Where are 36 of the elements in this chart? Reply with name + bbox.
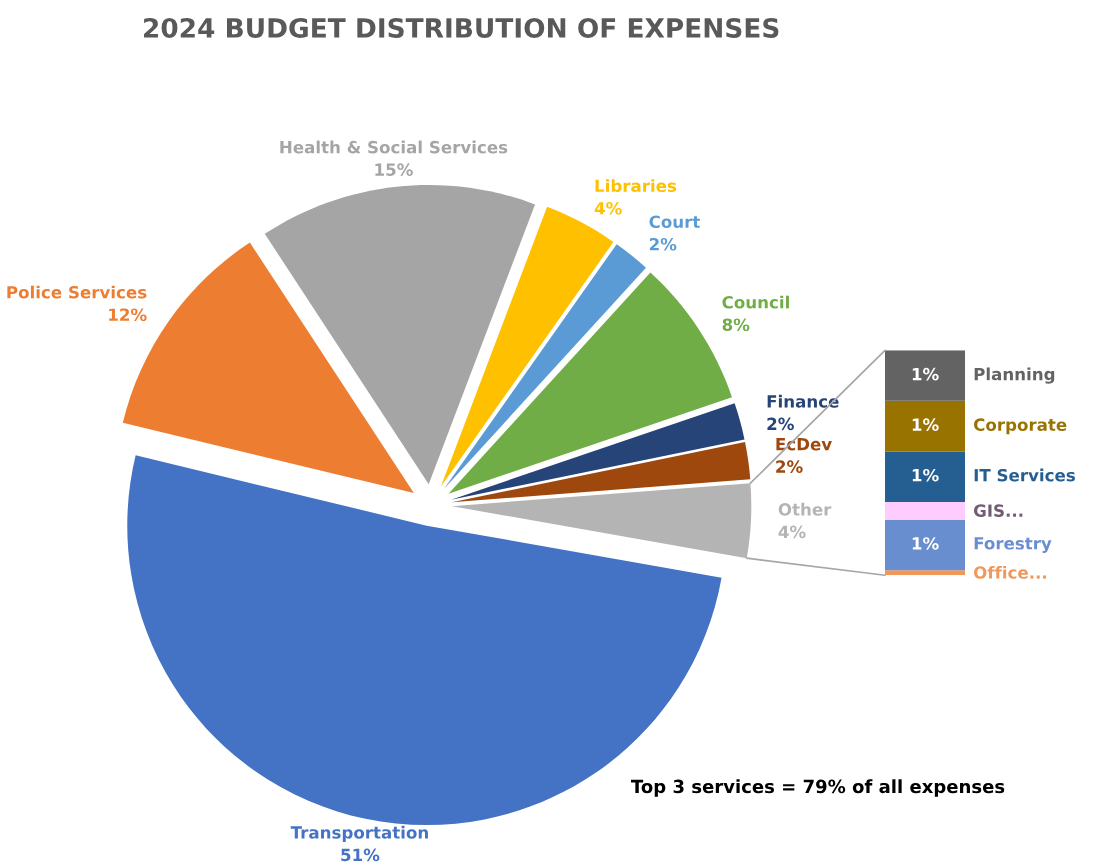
bar [884,400,966,452]
text: Top 3 services = 79% of all expenses [631,779,1005,797]
data-label: 1% [912,537,939,550]
data-label: 2% [767,417,794,431]
data-label: 1% [912,468,939,482]
data-label: 2% [649,237,677,251]
data-label: 4% [778,525,806,539]
bar [884,501,966,520]
series-label: Office... [973,565,1047,579]
slice-label: Health & Social Services [280,140,508,154]
data-label: 8% [722,318,750,332]
slice-label: Transportation [290,825,428,842]
bar [884,451,966,502]
bar [884,519,966,571]
series-label: GIS... [973,504,1023,517]
series-label: IT Services [974,468,1075,482]
data-label: 2% [776,460,803,473]
series-label: Forestry [974,537,1052,553]
data-label: 1% [912,418,939,431]
bar [884,570,966,576]
chart-title: 2024 BUDGET DISTRIBUTION OF EXPENSES [144,17,779,38]
data-label: 1% [912,367,939,381]
bar [884,350,966,401]
data-label: 15% [375,163,413,176]
series-label: Planning [974,367,1055,384]
slice-label: Police Services [7,285,147,299]
slice-label: Other [778,502,832,516]
slice-label: Libraries [595,179,677,193]
slice-label: Court [649,215,700,229]
series-label: Corporate [973,418,1067,435]
data-label: 4% [594,201,622,215]
data-label: 51% [341,848,380,862]
slice-label: EcDev [776,438,832,451]
slice-label: Council [722,295,789,309]
data-label: 12% [109,308,147,322]
slice-label: Finance [767,394,839,408]
